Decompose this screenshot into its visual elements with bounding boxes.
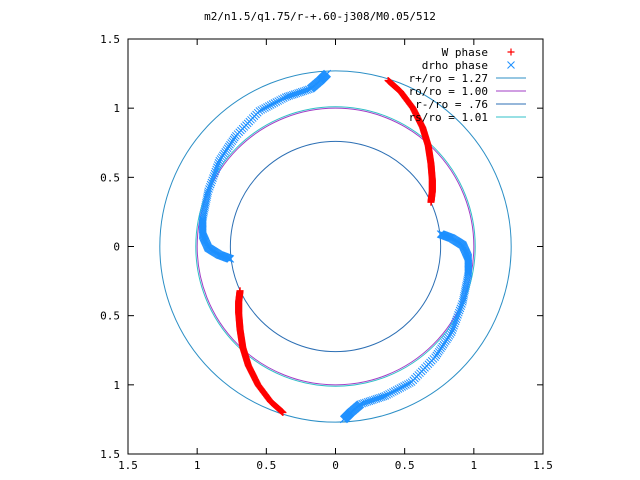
- series-0: [235, 77, 436, 416]
- data-point: [276, 96, 284, 104]
- data-point: [214, 159, 223, 167]
- series-1: [198, 69, 473, 424]
- data-point: [274, 97, 283, 105]
- data-point: [387, 389, 395, 397]
- data-point: [388, 388, 397, 396]
- data-point: [450, 321, 458, 330]
- data-point: [207, 178, 216, 187]
- legend-swatch: [507, 48, 515, 56]
- data-point: [205, 182, 214, 191]
- data-point: [390, 387, 399, 395]
- data-point: [403, 380, 412, 388]
- data-point: [458, 300, 466, 308]
- data-point: [398, 383, 407, 391]
- data-point: [213, 163, 221, 172]
- data-point: [452, 315, 461, 324]
- data-point: [268, 100, 277, 108]
- data-point: [257, 106, 266, 114]
- data-point: [396, 384, 405, 392]
- x-tick-label: 0: [332, 459, 339, 472]
- data-point: [278, 95, 286, 103]
- data-point: [211, 167, 220, 176]
- x-tick-label: 0.5: [256, 459, 276, 472]
- phase-markers: [198, 69, 473, 424]
- legend-label: rs/ro = 1.01: [409, 111, 488, 124]
- data-point: [255, 107, 264, 115]
- data-point: [456, 304, 465, 313]
- data-point: [402, 381, 410, 389]
- circle-1: [196, 107, 475, 386]
- x-tick-label: 1.5: [533, 459, 553, 472]
- data-point: [453, 313, 462, 321]
- data-point: [394, 385, 403, 393]
- y-tick-label: 0: [113, 241, 120, 254]
- legend-label: W phase: [442, 46, 488, 59]
- data-point: [261, 104, 269, 112]
- data-point: [264, 102, 273, 110]
- data-point: [208, 176, 217, 185]
- data-point: [210, 169, 219, 178]
- data-point: [407, 378, 416, 386]
- data-point: [454, 311, 462, 319]
- data-point: [451, 319, 459, 328]
- data-point: [427, 198, 435, 206]
- radius-circles: [159, 70, 512, 423]
- y-tick-label: 0.5: [100, 310, 120, 323]
- data-point: [266, 101, 275, 109]
- chart-title: m2/n1.5/q1.75/r-+.60-j308/M0.05/512: [204, 10, 436, 23]
- data-point: [236, 287, 244, 295]
- data-point: [204, 187, 213, 196]
- data-point: [451, 317, 460, 326]
- circle-2: [229, 140, 442, 353]
- data-point: [209, 172, 218, 180]
- data-point: [400, 382, 408, 390]
- data-point: [448, 326, 457, 334]
- x-tick-label: 0.5: [395, 459, 415, 472]
- y-tick-label: 1.5: [100, 448, 120, 461]
- y-tick-label: 1: [113, 102, 120, 115]
- data-point: [212, 165, 220, 174]
- y-tick-label: 1: [113, 379, 120, 392]
- y-tick-label: 0.5: [100, 171, 120, 184]
- x-tick-label: 1: [194, 459, 201, 472]
- circle-0: [159, 70, 512, 423]
- legend-swatch: [507, 61, 515, 69]
- circle-3: [195, 106, 476, 387]
- data-point: [392, 386, 401, 394]
- data-point: [270, 99, 279, 107]
- data-point: [272, 98, 281, 106]
- data-point: [405, 379, 414, 387]
- data-point: [457, 302, 466, 311]
- data-point: [263, 103, 271, 111]
- legend-label: r-/ro = .76: [415, 98, 488, 111]
- y-tick-label: 1.5: [100, 33, 120, 46]
- data-point: [205, 185, 213, 193]
- data-point: [449, 324, 458, 332]
- data-point: [213, 161, 222, 169]
- legend-label: drho phase: [422, 59, 488, 72]
- x-tick-label: 1.5: [118, 459, 138, 472]
- data-point: [323, 69, 332, 78]
- x-tick-label: 1: [471, 459, 478, 472]
- data-point: [209, 174, 217, 182]
- axis-ticks: 1.5 1 0.5 0 0.5 1 1.51.510.500.511.5: [100, 33, 553, 472]
- legend-label: ro/ro = 1.00: [409, 85, 488, 98]
- legend-label: r+/ro = 1.27: [409, 72, 488, 85]
- data-point: [385, 390, 393, 398]
- data-point: [454, 308, 463, 317]
- data-point: [458, 297, 467, 306]
- data-point: [339, 415, 348, 424]
- data-point: [259, 105, 268, 113]
- data-point: [455, 306, 464, 315]
- data-point: [206, 180, 215, 189]
